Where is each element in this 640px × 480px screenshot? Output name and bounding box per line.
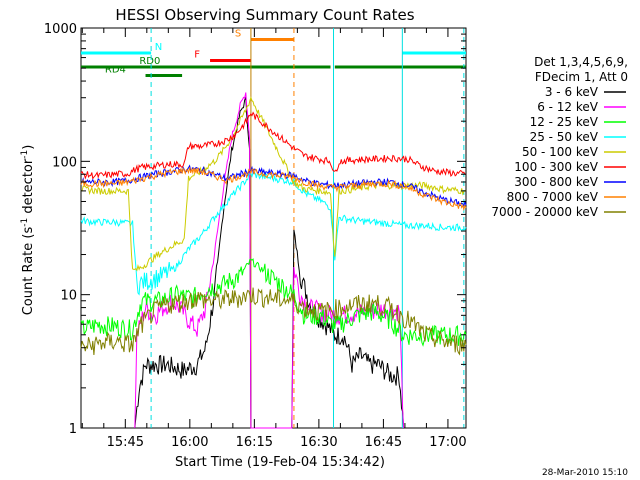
timestamp: 28-Mar-2010 15:10 xyxy=(542,468,628,478)
y-tick-label: 1000 xyxy=(44,22,77,37)
legend-header: FDecim 1, Att 0 xyxy=(535,70,628,84)
legend-entry-label: 7000 - 20000 keV xyxy=(491,205,598,219)
x-tick-label: 16:30 xyxy=(300,435,337,450)
x-tick-label: 16:45 xyxy=(365,435,402,450)
series-line xyxy=(134,92,405,429)
flag-bars: N S F RD0 RD4 xyxy=(81,28,466,78)
series-line xyxy=(80,96,467,272)
y-tick-label: 1 xyxy=(69,422,77,437)
x-axis-label: Start Time (19-Feb-04 15:34:42) xyxy=(175,455,385,470)
flag-label-rd0: RD0 xyxy=(139,56,160,67)
legend-entry-label: 25 - 50 keV xyxy=(530,130,599,144)
flag-label-s: S xyxy=(235,28,241,39)
y-tick-label: 100 xyxy=(52,155,77,170)
axes: 1 10 100 1000 15:45 16:00 16:15 16:30 16:45 17:00 xyxy=(44,22,467,450)
vertical-markers xyxy=(150,28,465,428)
legend-entry-label: 800 - 7000 keV xyxy=(507,190,599,204)
series-line xyxy=(80,111,467,180)
legend-header: Det 1,3,4,5,6,9, xyxy=(534,55,628,69)
legend-entry-label: 300 - 800 keV xyxy=(514,175,598,189)
x-tick-label: 16:00 xyxy=(171,435,208,450)
legend-entry-label: 50 - 100 keV xyxy=(522,145,599,159)
y-tick-label: 10 xyxy=(60,289,77,304)
chart-title: HESSI Observing Summary Count Rates xyxy=(115,6,414,24)
legend-entry-label: 3 - 6 keV xyxy=(545,85,599,99)
legend-entry-label: 100 - 300 keV xyxy=(514,160,598,174)
legend-entry-label: 12 - 25 keV xyxy=(530,115,599,129)
flag-label-rd4: RD4 xyxy=(105,65,126,76)
series-line xyxy=(80,167,467,212)
series-layer xyxy=(80,92,467,429)
flag-label-n: N xyxy=(155,42,162,53)
x-tick-label: 16:15 xyxy=(236,435,273,450)
flag-label-f: F xyxy=(194,50,200,61)
y-axis-label: Count Rate (s-1 detector-1) xyxy=(20,145,36,316)
legend: Det 1,3,4,5,6,9,FDecim 1, Att 03 - 6 keV… xyxy=(491,55,628,219)
series-line xyxy=(134,96,405,429)
legend-entry-label: 6 - 12 keV xyxy=(537,100,599,114)
series-line xyxy=(80,287,467,356)
series-line xyxy=(80,171,467,296)
series-line xyxy=(80,258,467,347)
x-tick-label: 15:45 xyxy=(107,435,144,450)
x-tick-label: 17:00 xyxy=(429,435,466,450)
